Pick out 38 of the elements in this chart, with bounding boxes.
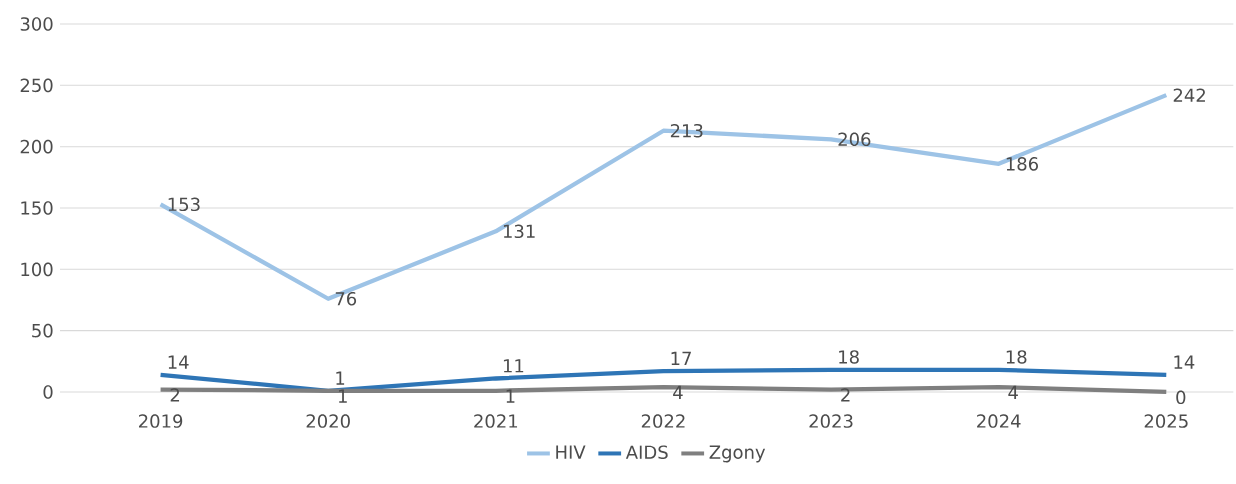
- data-label: 186: [1006, 157, 1039, 171]
- y-tick-label: 200: [20, 139, 53, 154]
- data-label: 206: [838, 132, 871, 147]
- y-tick-label: 0: [43, 385, 53, 399]
- data-label: 2: [170, 388, 180, 402]
- data-label: 4: [673, 385, 683, 399]
- x-tick-label: 2019: [138, 414, 183, 428]
- data-label: 242: [1173, 88, 1205, 102]
- data-label: 1: [336, 371, 345, 385]
- data-label: 213: [670, 123, 703, 138]
- legend-label: HIV: [556, 445, 586, 459]
- x-tick-label: 2022: [641, 414, 685, 428]
- data-label: 1: [338, 389, 347, 403]
- y-tick-label: 150: [21, 201, 53, 215]
- data-label: 1: [506, 389, 515, 403]
- y-tick-label: 300: [20, 17, 53, 31]
- data-label: 131: [503, 224, 535, 239]
- x-tick-label: 2023: [809, 414, 853, 428]
- data-label: 17: [671, 351, 691, 365]
- data-label: 18: [1006, 350, 1027, 364]
- y-tick-label: 100: [21, 262, 53, 277]
- data-label: 11: [503, 359, 524, 373]
- legend-label: AIDS: [625, 445, 668, 460]
- y-tick-label: 50: [32, 323, 53, 338]
- x-tick-label: 2024: [977, 414, 1021, 428]
- y-tick-label: 250: [20, 78, 53, 93]
- data-label: 18: [839, 350, 859, 364]
- data-label: 2: [841, 388, 850, 402]
- data-label: 0: [1176, 390, 1186, 405]
- data-label: 14: [1174, 355, 1195, 369]
- legend-label: Zgony: [709, 445, 766, 463]
- data-label: 4: [1008, 385, 1018, 399]
- data-label: 14: [168, 355, 189, 369]
- x-tick-label: 2020: [306, 414, 350, 428]
- x-tick-label: 2025: [1144, 414, 1188, 428]
- x-tick-label: 2021: [474, 414, 518, 428]
- data-label: 76: [335, 291, 357, 306]
- data-label: 153: [168, 197, 200, 212]
